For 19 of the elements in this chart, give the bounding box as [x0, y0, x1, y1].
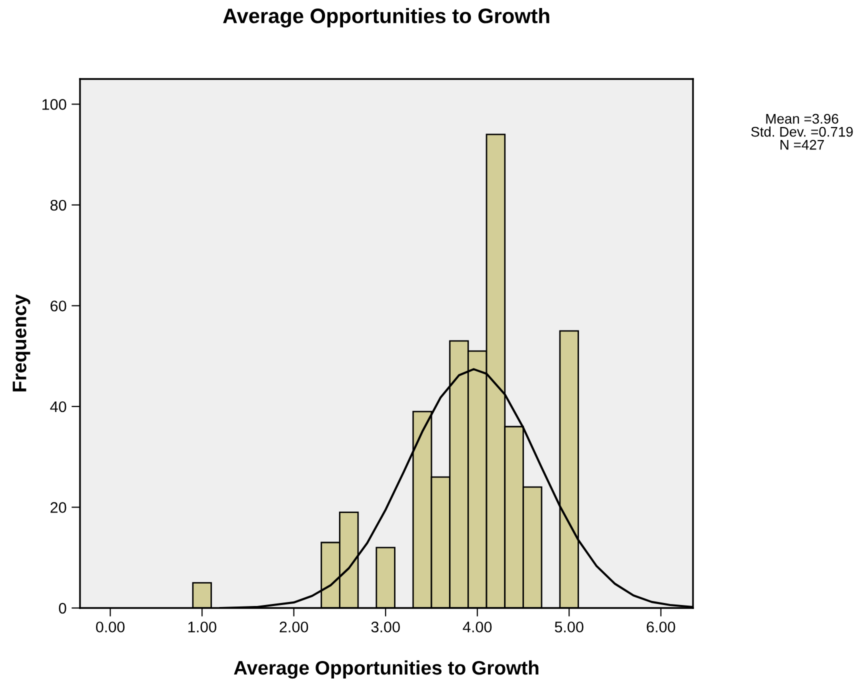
chart-title: Average Opportunities to Growth: [223, 8, 550, 28]
x-tick-label: 2.00: [280, 622, 308, 632]
text: Std. Dev. =0.719: [751, 126, 853, 137]
text: N =427: [780, 140, 824, 150]
text: Mean =3.96: [766, 114, 838, 124]
x-axis-title: Average Opportunities to Growth: [234, 660, 538, 679]
x-tick-label: 3.00: [371, 622, 400, 632]
y-tick-label: 80: [50, 200, 66, 211]
y-tick-label: 40: [50, 401, 66, 412]
y-tick-label: 20: [50, 502, 66, 513]
y-tick-label: 0: [58, 602, 66, 614]
y-tick-label: 100: [42, 99, 66, 110]
x-tick-label: 0.00: [96, 622, 125, 632]
x-tick-label: 1.00: [188, 622, 216, 632]
x-tick-label: 4.00: [462, 622, 492, 632]
y-axis-title: Frequency: [12, 294, 30, 392]
y-tick-label: 60: [50, 300, 66, 312]
x-tick-label: 5.00: [554, 622, 584, 632]
x-tick-label: 6.00: [646, 622, 676, 632]
